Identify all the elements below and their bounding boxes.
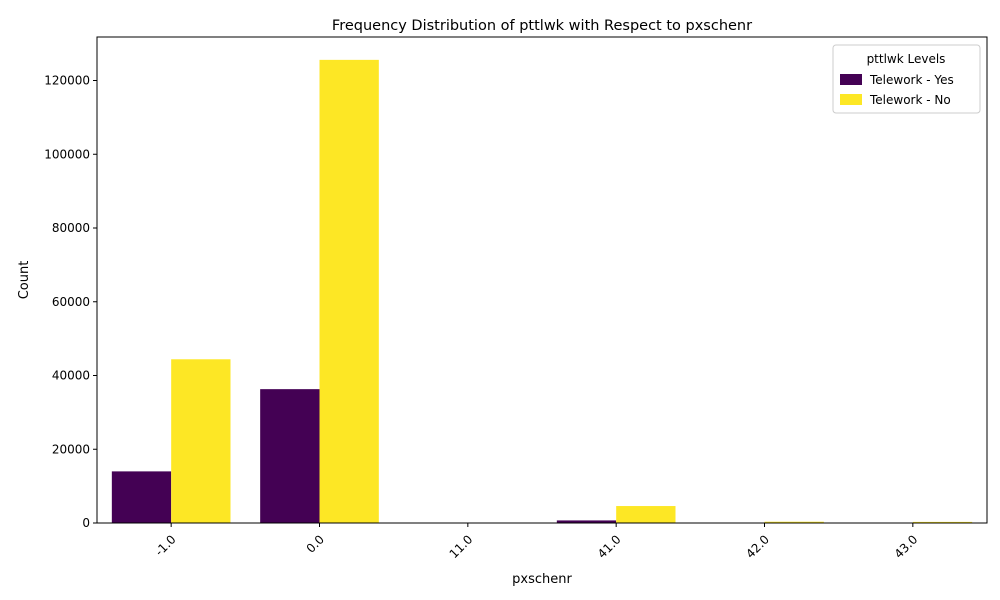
bar-yes-0 <box>111 471 172 523</box>
x-axis-label: pxschenr <box>512 572 572 587</box>
legend-label-yes: Telework - Yes <box>869 73 954 87</box>
legend-box <box>832 44 981 114</box>
bar-yes-3 <box>556 520 617 523</box>
y-tick-label-5: 100000 <box>44 147 90 161</box>
y-tick-label-3: 60000 <box>52 295 90 309</box>
y-tick-label-2: 40000 <box>52 369 90 383</box>
y-tick-label-6: 120000 <box>44 74 90 88</box>
legend-swatch-no <box>840 94 862 105</box>
y-axis-ticks: 0 20000 40000 60000 80000 100000 120000 <box>44 74 97 530</box>
y-axis-label: Count <box>17 261 32 300</box>
legend: pttlwk Levels Telework - Yes Telework - N… <box>832 44 981 114</box>
legend-swatch-yes <box>840 74 862 85</box>
plot-area-frame <box>96 36 988 524</box>
y-tick-label-0: 0 <box>82 516 90 530</box>
legend-items: Telework - Yes Telework - No <box>840 73 954 107</box>
bar-no-0 <box>171 359 231 523</box>
bars-group <box>111 59 973 524</box>
bar-no-5 <box>912 521 973 523</box>
bar-yes-1 <box>260 389 320 523</box>
y-tick-label-1: 20000 <box>52 442 90 456</box>
chart-title: Frequency Distribution of pttlwk with Re… <box>332 18 752 34</box>
legend-label-no: Telework - No <box>869 93 951 107</box>
bar-no-4 <box>764 521 824 523</box>
bar-no-3 <box>616 506 676 523</box>
y-tick-label-4: 80000 <box>52 221 90 235</box>
legend-title: pttlwk Levels <box>867 52 946 66</box>
bar-no-1 <box>319 59 379 524</box>
